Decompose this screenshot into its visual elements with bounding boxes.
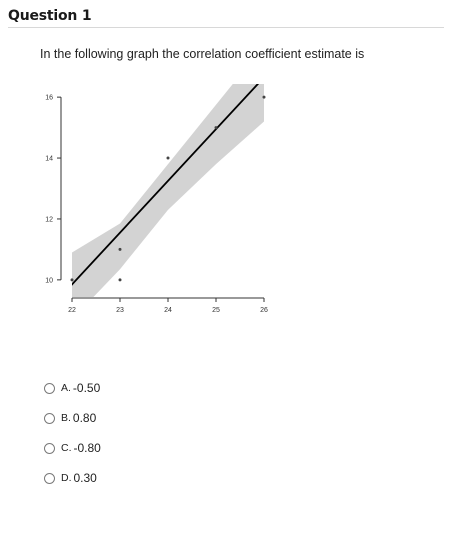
option-c-letter: C.	[61, 442, 72, 454]
confidence-band	[72, 84, 264, 297]
option-d-value: 0.30	[73, 471, 97, 485]
chart-svg: 10 12 14 16 22 23 24 25 26	[45, 84, 268, 314]
x-tick-label: 23	[116, 307, 124, 314]
radio-d[interactable]	[44, 472, 55, 484]
x-tick-label: 25	[212, 307, 220, 314]
y-tick-label: 16	[45, 95, 53, 102]
radio-b[interactable]	[44, 412, 55, 424]
data-point	[166, 156, 170, 160]
y-tick-label: 14	[45, 156, 53, 163]
x-tick-label: 24	[164, 307, 172, 314]
y-tick-label: 10	[45, 277, 53, 284]
question-header: Question 1	[8, 7, 444, 28]
option-a-letter: A.	[61, 382, 71, 394]
option-d-letter: D.	[61, 472, 72, 484]
option-d[interactable]: D. 0.30	[44, 463, 101, 493]
option-c-value: -0.80	[73, 441, 101, 455]
data-point	[262, 95, 266, 99]
option-a[interactable]: A. -0.50	[44, 373, 101, 403]
answer-options: A. -0.50 B. 0.80 C. -0.80 D. 0.30	[44, 373, 101, 493]
option-b[interactable]: B. 0.80	[44, 403, 101, 433]
option-b-letter: B.	[61, 412, 71, 424]
option-a-value: -0.50	[72, 381, 101, 395]
data-point	[214, 126, 218, 130]
question-title: Question 1	[8, 8, 92, 24]
option-b-value: 0.80	[72, 411, 97, 425]
y-tick-label: 12	[45, 216, 53, 223]
radio-a[interactable]	[44, 382, 55, 394]
data-point	[118, 278, 122, 282]
data-point	[70, 278, 74, 282]
option-c[interactable]: C. -0.80	[44, 433, 101, 463]
x-tick-label: 22	[68, 307, 76, 314]
data-point	[118, 247, 122, 251]
radio-c[interactable]	[44, 442, 55, 454]
scatter-chart: 10 12 14 16 22 23 24 25 26	[30, 84, 280, 324]
question-text: In the following graph the correlation c…	[40, 47, 365, 61]
regression-line	[72, 84, 260, 286]
x-tick-label: 26	[260, 307, 268, 314]
